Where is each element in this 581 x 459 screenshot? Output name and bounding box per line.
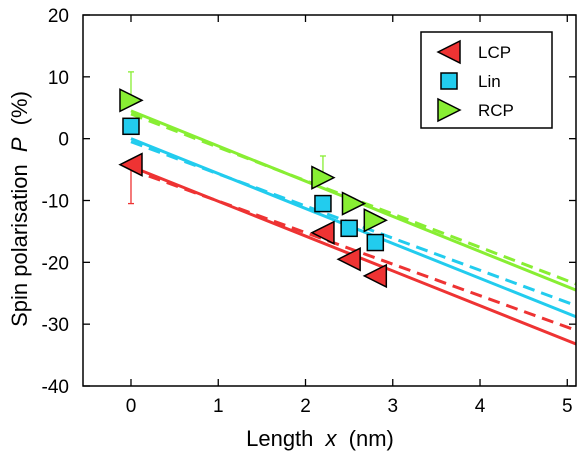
data-point-lin xyxy=(340,219,358,238)
axis-ticks: 0 1 2 3 4 5 -40 -30 -20 -10 0 10 20 xyxy=(42,6,576,417)
data-point-rcp xyxy=(363,208,388,233)
fit-line-dashed-lcp xyxy=(130,168,576,332)
x-tick-label: 4 xyxy=(475,396,486,417)
data-point-lcp xyxy=(310,220,335,245)
legend: LCP Lin RCP xyxy=(420,31,553,129)
legend-items: LCP Lin RCP xyxy=(436,39,514,123)
data-point-lcp xyxy=(336,247,361,272)
y-tick-label: -40 xyxy=(42,377,69,398)
data-point-rcp xyxy=(311,165,336,190)
legend-label-lcp: LCP xyxy=(478,43,511,62)
x-tick-label: 3 xyxy=(387,396,398,417)
data-point-lin xyxy=(314,194,332,213)
data-point-lcp xyxy=(118,152,143,177)
data-point-lin xyxy=(122,117,140,136)
y-tick-label: -30 xyxy=(42,315,69,336)
y-axis-label: Spin polarisation P (%) xyxy=(7,91,32,327)
x-tick-label: 0 xyxy=(126,396,137,417)
plot-content xyxy=(118,71,576,346)
data-point-lin xyxy=(366,233,385,252)
y-tick-label: 20 xyxy=(48,6,69,27)
legend-marker-lin xyxy=(440,72,458,90)
x-tick-label: 2 xyxy=(300,396,311,417)
data-point-rcp xyxy=(119,88,144,113)
x-tick-label: 1 xyxy=(213,396,224,417)
legend-label-lin: Lin xyxy=(478,72,501,91)
x-tick-label: 5 xyxy=(562,396,573,417)
legend-marker-lcp xyxy=(436,39,461,65)
x-axis-label: Length x (nm) xyxy=(246,426,394,451)
data-point-rcp xyxy=(341,191,367,216)
y-tick-label: 10 xyxy=(48,68,69,89)
y-tick-label: -10 xyxy=(42,192,69,213)
y-tick-label: 0 xyxy=(58,130,69,151)
series-layer xyxy=(118,71,576,346)
y-tick-label: -20 xyxy=(42,253,69,274)
legend-marker-rcp xyxy=(437,97,462,123)
data-point-lcp xyxy=(362,263,388,289)
legend-label-rcp: RCP xyxy=(478,101,514,120)
